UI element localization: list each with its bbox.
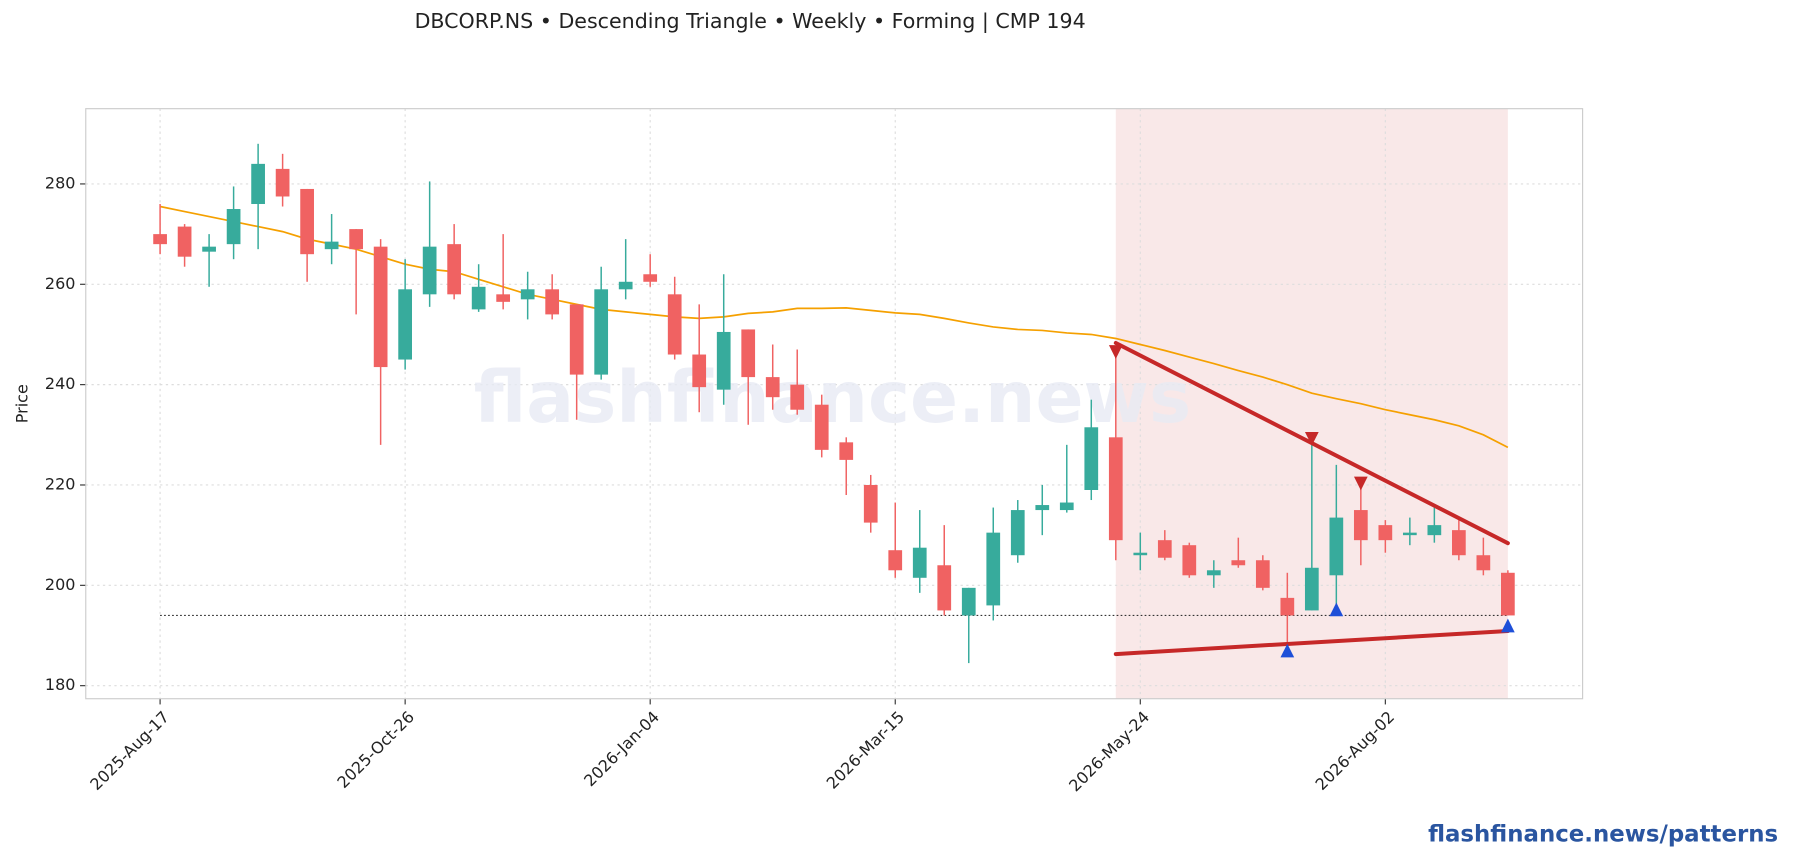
candle-body [1255, 560, 1270, 588]
footer: flashfinance.news/patterns [1428, 821, 1778, 847]
candle-body [839, 442, 854, 460]
candle-body [520, 289, 535, 300]
candle-body [1501, 572, 1515, 616]
candle-body [447, 244, 462, 295]
candle-body [643, 274, 658, 282]
pivot-lows [1280, 643, 1295, 658]
plot-frame [85, 108, 1584, 700]
candle-body [1206, 570, 1221, 576]
y-tick-label: 240 [45, 374, 76, 393]
candle-body [716, 331, 731, 390]
candle-body [1451, 530, 1466, 556]
y-tick-label: 180 [45, 675, 76, 694]
candle-body [741, 329, 756, 378]
candle-body [471, 286, 486, 310]
candle-body [618, 281, 633, 290]
candle-body [937, 565, 952, 611]
candle-body [912, 547, 927, 578]
candle-body [814, 404, 829, 450]
x-tick-label: 2025-Aug-17 [86, 707, 173, 794]
candle-body [1476, 555, 1491, 571]
candle-body [986, 532, 1001, 606]
x-tick-label: 2026-Aug-02 [1312, 707, 1399, 794]
pivot-highs [1108, 345, 1123, 359]
candle-body [202, 246, 216, 252]
pivot-lows [1501, 618, 1515, 633]
candle-body [1010, 510, 1025, 556]
candle-body [692, 354, 707, 388]
candle-body [1378, 525, 1393, 541]
candle-body [1108, 437, 1123, 541]
y-tick-label: 220 [45, 474, 76, 493]
candle-body [765, 377, 780, 398]
candle-body [349, 229, 363, 250]
candle-body [1427, 525, 1442, 536]
candle-body [863, 484, 878, 523]
candle-body [324, 241, 339, 250]
candle-body [1280, 597, 1295, 616]
candle-body [545, 289, 560, 315]
candle-body [226, 209, 241, 245]
candle-body [422, 246, 437, 295]
candle-body [790, 384, 805, 410]
candle-body [398, 289, 413, 360]
x-tick-label: 2025-Oct-26 [333, 707, 418, 792]
x-tick-label: 2026-May-24 [1065, 707, 1153, 795]
candle-body [177, 226, 192, 257]
candle-body [569, 304, 584, 375]
chart-title: DBCORP.NS • Descending Triangle • Weekly… [415, 9, 1086, 34]
candle-body [888, 550, 903, 571]
candle-body [1329, 517, 1344, 576]
pivot-highs [1304, 431, 1319, 446]
candle-body [1402, 532, 1417, 536]
candle-body [1231, 560, 1246, 566]
y-tick-label: 280 [45, 173, 76, 192]
candle-body [1084, 427, 1099, 490]
candle-body [1182, 545, 1197, 576]
candle-body [275, 168, 290, 197]
candle-body [1059, 502, 1074, 511]
support-line [1113, 628, 1510, 657]
candle-body [1035, 505, 1050, 511]
watermark: flashfinance.news [474, 356, 1191, 439]
x-tick-label: 2026-Jan-04 [580, 707, 663, 790]
pivot-lows [1329, 602, 1344, 617]
candle-body [667, 294, 682, 355]
candle-body [1353, 510, 1368, 541]
y-tick-label: 200 [45, 575, 76, 594]
candle-body [251, 163, 265, 205]
candle-body [300, 188, 314, 255]
y-tick-label: 260 [45, 274, 76, 293]
x-tick-label: 2026-Mar-15 [823, 707, 908, 792]
candle-body [1304, 567, 1319, 611]
candle-body [961, 587, 976, 616]
candle-body [153, 234, 167, 245]
candle-body [1157, 540, 1172, 558]
candle-body [1133, 552, 1148, 556]
pivot-highs [1353, 476, 1368, 491]
candle-body [373, 246, 388, 368]
y-axis-label: Price [12, 384, 31, 423]
candle-body [496, 294, 511, 302]
candle-body [594, 289, 609, 375]
